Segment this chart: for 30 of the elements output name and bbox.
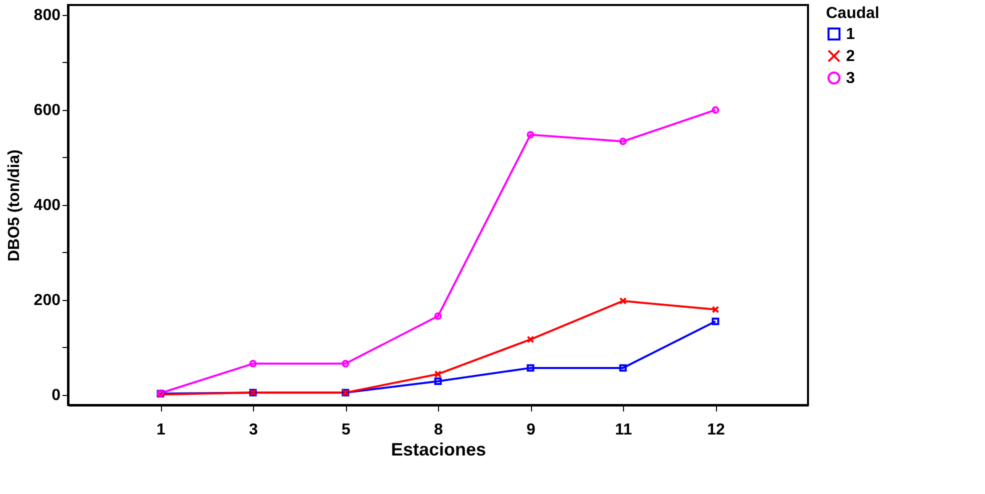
point [526, 130, 534, 138]
x-axis-title: Estaciones [390, 440, 486, 460]
y-tick-label: 200 [34, 292, 61, 310]
point [526, 336, 534, 344]
point [619, 364, 627, 372]
x-tick-label: 3 [249, 422, 258, 438]
point [619, 138, 627, 146]
legend-label: 2 [846, 48, 855, 65]
x-tick-label: 8 [434, 422, 444, 438]
y-axis-title: DBO5 (ton/dia) [6, 150, 23, 262]
x-tick-label: 1 [156, 422, 166, 438]
x-tick-label: 12 [707, 422, 725, 438]
point [526, 364, 534, 372]
y-tick-label: 800 [34, 7, 61, 24]
legend-label: 3 [846, 70, 855, 87]
point [434, 312, 442, 320]
y-tick-label: 600 [34, 102, 61, 120]
legend-title: Caudal [826, 5, 880, 22]
x-tick-label: 11 [615, 422, 632, 438]
y-tick-label: 0 [52, 387, 61, 404]
legend-label: 1 [846, 26, 855, 43]
point [434, 370, 442, 378]
point [434, 378, 442, 385]
point [249, 360, 257, 368]
point [712, 318, 720, 326]
x-tick-label: 9 [526, 422, 536, 438]
point [619, 297, 627, 305]
point [342, 360, 350, 368]
y-tick-label: 400 [34, 197, 61, 214]
x-tick-label: 5 [342, 422, 351, 438]
